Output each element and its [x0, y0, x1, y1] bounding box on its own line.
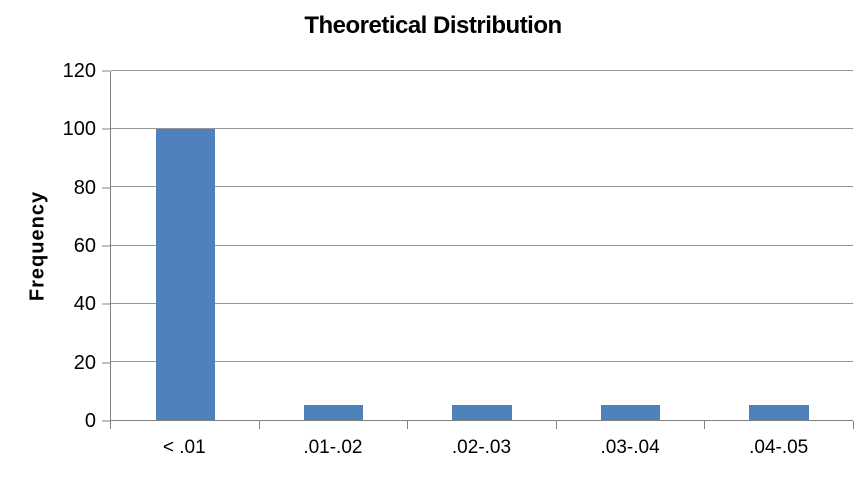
x-tick-label-2: .02-.03 — [451, 437, 512, 458]
gridlines — [111, 70, 853, 420]
y-tick-mark-60 — [102, 245, 110, 247]
y-tick-label-60: 60 — [73, 235, 96, 257]
x-tick-mark-2 — [407, 421, 409, 429]
y-tick-mark-0 — [102, 420, 110, 422]
x-tick-label-0: < .01 — [162, 437, 206, 458]
y-tick-label-80: 80 — [73, 176, 96, 199]
y-tick-label-20: 20 — [73, 351, 96, 374]
chart-title: Theoretical Distribution — [304, 12, 562, 39]
gridline-y-100 — [111, 128, 853, 130]
bar-series — [111, 71, 853, 420]
gridline-y-120 — [111, 70, 853, 71]
bar-1 — [303, 405, 364, 420]
bar-3 — [600, 405, 661, 420]
x-tick-label-3: .03-.04 — [600, 437, 660, 458]
category-cell-3 — [556, 71, 704, 420]
x-tick-mark-0 — [110, 421, 111, 429]
y-tick-label-0: 0 — [84, 410, 96, 432]
category-cell-1 — [259, 71, 407, 420]
category-cell-2 — [408, 71, 556, 420]
y-tick-label-100: 100 — [62, 118, 96, 141]
gridline-y-40 — [111, 302, 853, 304]
bar-2 — [452, 405, 512, 420]
gridline-y-20 — [111, 360, 853, 362]
category-cell-0 — [111, 71, 259, 420]
y-tick-mark-120 — [102, 70, 110, 72]
y-tick-mark-80 — [102, 187, 110, 189]
y-axis-tick-marks — [102, 70, 110, 422]
plot-area — [110, 70, 853, 421]
x-tick-mark-1 — [258, 421, 260, 429]
y-tick-mark-100 — [102, 128, 110, 130]
y-tick-mark-20 — [102, 362, 110, 364]
category-cell-4 — [705, 71, 853, 420]
x-tick-mark-4 — [704, 421, 706, 429]
x-axis-tick-labels: < .01 .01-.02 .02-.03 .03-.04 .04-.05 — [110, 437, 853, 460]
y-tick-label-40: 40 — [73, 293, 96, 316]
y-axis-tick-labels: 0 20 40 60 80 100 120 — [0, 61, 96, 431]
x-tick-label-4: .04-.05 — [749, 437, 809, 458]
x-axis-tick-marks — [110, 421, 854, 429]
y-tick-mark-40 — [102, 303, 110, 305]
y-tick-label-120: 120 — [62, 60, 96, 82]
gridline-y-60 — [111, 244, 853, 246]
bar-4 — [749, 405, 809, 420]
gridline-y-80 — [111, 186, 853, 188]
x-tick-label-1: .01-.02 — [303, 437, 363, 458]
x-tick-mark-3 — [555, 421, 557, 429]
x-tick-mark-5 — [853, 421, 854, 429]
bar-0 — [155, 129, 215, 420]
